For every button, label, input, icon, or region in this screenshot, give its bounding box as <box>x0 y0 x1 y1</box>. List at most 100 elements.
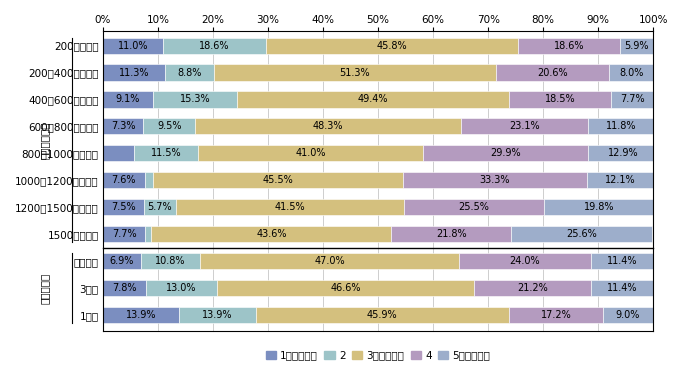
Text: 18.6%: 18.6% <box>199 41 230 51</box>
Bar <box>163 38 266 54</box>
Bar <box>609 64 653 81</box>
Text: 7.3%: 7.3% <box>111 121 135 131</box>
Text: 51.3%: 51.3% <box>339 68 370 77</box>
Text: 29.9%: 29.9% <box>490 148 521 158</box>
Bar <box>144 199 176 215</box>
Text: 13.0%: 13.0% <box>167 283 197 293</box>
Bar <box>461 118 588 134</box>
Bar <box>509 307 603 323</box>
Text: 8.8%: 8.8% <box>177 68 201 77</box>
Bar <box>391 226 512 242</box>
Bar <box>152 226 391 242</box>
Bar <box>217 280 474 296</box>
Text: 45.5%: 45.5% <box>263 175 294 185</box>
Text: 48.3%: 48.3% <box>313 121 344 131</box>
Text: 46.6%: 46.6% <box>331 283 361 293</box>
Bar <box>103 172 145 188</box>
Text: 9.5%: 9.5% <box>157 121 182 131</box>
Bar <box>404 172 587 188</box>
Bar <box>103 145 135 161</box>
Text: 17.2%: 17.2% <box>540 310 571 320</box>
Bar <box>588 118 653 134</box>
Text: 43.6%: 43.6% <box>256 229 287 239</box>
Text: 5.9%: 5.9% <box>624 41 649 51</box>
Text: 11.4%: 11.4% <box>607 256 638 266</box>
Bar <box>153 92 237 108</box>
Text: 20.6%: 20.6% <box>538 68 568 77</box>
Text: 19.8%: 19.8% <box>583 202 614 212</box>
Bar <box>146 280 217 296</box>
Text: 7.7%: 7.7% <box>112 229 137 239</box>
Text: 13.9%: 13.9% <box>126 310 156 320</box>
Bar <box>266 38 518 54</box>
Text: 11.4%: 11.4% <box>607 283 637 293</box>
Text: 11.3%: 11.3% <box>119 68 150 77</box>
Bar <box>103 92 153 108</box>
Text: 25.6%: 25.6% <box>566 229 597 239</box>
Bar <box>103 280 146 296</box>
Text: 45.8%: 45.8% <box>376 41 407 51</box>
Text: 24.0%: 24.0% <box>510 256 540 266</box>
Text: 11.8%: 11.8% <box>606 121 636 131</box>
Bar <box>423 145 588 161</box>
Legend: 1（下の方）, 2, 3（真ん中）, 4, 5（上の方）: 1（下の方）, 2, 3（真ん中）, 4, 5（上の方） <box>262 346 494 365</box>
Text: 5.7%: 5.7% <box>148 202 172 212</box>
Text: 15.3%: 15.3% <box>180 94 210 105</box>
Text: 9.0%: 9.0% <box>616 310 640 320</box>
Bar <box>603 307 653 323</box>
Text: 18.6%: 18.6% <box>554 41 584 51</box>
Bar <box>404 199 544 215</box>
Text: 23.1%: 23.1% <box>510 121 540 131</box>
Bar <box>103 199 144 215</box>
Bar <box>611 92 653 108</box>
Bar <box>103 118 143 134</box>
Text: 13.9%: 13.9% <box>202 310 233 320</box>
Bar <box>587 172 653 188</box>
Bar <box>195 118 461 134</box>
Bar <box>153 172 404 188</box>
Bar <box>165 64 214 81</box>
Text: 9.1%: 9.1% <box>116 94 140 105</box>
Text: 41.0%: 41.0% <box>295 148 326 158</box>
Text: 45.9%: 45.9% <box>367 310 398 320</box>
Text: 18.5%: 18.5% <box>544 94 575 105</box>
Bar <box>141 253 200 269</box>
Bar <box>103 307 180 323</box>
Bar <box>474 280 591 296</box>
Text: 21.2%: 21.2% <box>517 283 548 293</box>
Bar <box>518 38 620 54</box>
Bar <box>459 253 591 269</box>
Text: 21.8%: 21.8% <box>436 229 466 239</box>
Bar <box>145 172 153 188</box>
Text: 7.5%: 7.5% <box>111 202 136 212</box>
Text: 11.5%: 11.5% <box>151 148 181 158</box>
Bar <box>135 145 197 161</box>
Text: 7.7%: 7.7% <box>619 94 644 105</box>
Bar <box>197 145 423 161</box>
Text: 12.1%: 12.1% <box>604 175 635 185</box>
Text: 世帯年収区別: 世帯年収区別 <box>40 121 50 158</box>
Bar <box>591 253 654 269</box>
Bar <box>620 38 653 54</box>
Bar <box>145 226 152 242</box>
Text: 33.3%: 33.3% <box>479 175 510 185</box>
Bar <box>496 64 609 81</box>
Text: 6.9%: 6.9% <box>110 256 134 266</box>
Bar <box>176 199 404 215</box>
Bar <box>588 145 658 161</box>
Bar <box>509 92 611 108</box>
Bar <box>143 118 195 134</box>
Text: 8.0%: 8.0% <box>619 68 643 77</box>
Text: 47.0%: 47.0% <box>314 256 345 266</box>
Bar <box>256 307 509 323</box>
Text: 10.8%: 10.8% <box>155 256 186 266</box>
Text: 7.8%: 7.8% <box>112 283 137 293</box>
Text: 25.5%: 25.5% <box>459 202 490 212</box>
Bar <box>103 38 163 54</box>
Bar <box>200 253 459 269</box>
Bar <box>214 64 496 81</box>
Bar <box>103 226 145 242</box>
Bar <box>591 280 653 296</box>
Bar <box>544 199 653 215</box>
Text: 7.6%: 7.6% <box>111 175 136 185</box>
